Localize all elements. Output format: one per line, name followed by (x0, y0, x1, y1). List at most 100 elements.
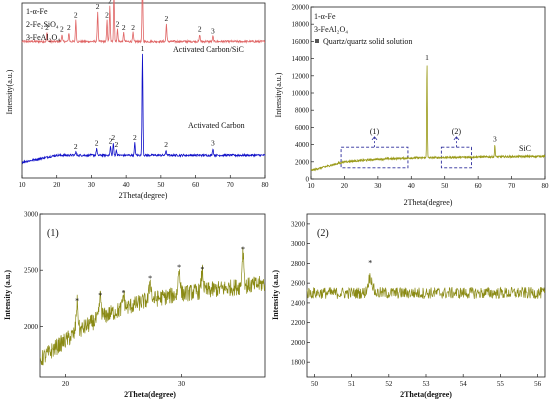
panel-zoom-1-frame (39, 213, 266, 378)
zoom-box-label: (1) (370, 127, 380, 136)
panel-a-frame (21, 2, 266, 179)
panel-zoom-2-x-tick-label: 50 (311, 380, 319, 388)
panel-a-legend-line-3: 3-FeAl₂O₄ (26, 33, 60, 42)
panel-a-x-tick-label: 50 (157, 181, 165, 189)
zoom-box-arrow-icon (453, 136, 460, 141)
panel-b-x-tick-label: 20 (341, 182, 349, 190)
panel-b-x-tick-label: 60 (475, 182, 483, 190)
panel-b-peak-label: 3 (493, 135, 497, 144)
quartz-marker-icon (315, 39, 319, 43)
panel-b-y-tick-label: 16000 (292, 38, 310, 46)
panel-b-legend-line-2: 3-FeAl₂O₄ (314, 25, 348, 34)
panel-a-x-tick-label: 10 (19, 181, 27, 189)
panel-zoom-1-series (39, 247, 266, 366)
panel-a-x-axis-label: 2Theta(degree) (119, 191, 168, 200)
panel-zoom-2-x-tick-label: 54 (460, 380, 468, 388)
panel-b-x-tick-label: 40 (408, 182, 416, 190)
panel-b: 10 20 30 40 50 60 70 80020004000600080001000012… (274, 4, 549, 208)
panel-a-x-tick-label: 30 (88, 181, 96, 189)
panel-a-peak-label: 2 (111, 133, 115, 142)
panel-a-x-tick-label: 70 (227, 181, 235, 189)
panel-a-peak-label: 2 (45, 23, 49, 32)
panel-a-peak-label: 2 (133, 133, 137, 142)
panel-zoom-2-y-tick-label: 3200 (291, 220, 306, 228)
panel-zoom-2-x-tick-label: 56 (534, 380, 542, 388)
panel-b-series-line (310, 65, 546, 172)
peak-marker-star-icon: * (122, 289, 126, 298)
peak-marker-star-icon: * (368, 258, 372, 267)
panel-a-peak-label: 2 (74, 142, 78, 151)
panel-b-x-tick-label: 80 (542, 182, 550, 190)
panel-b-legend-symbol-label: Quartz/quartz solid solution (323, 37, 412, 46)
panel-a-peak-label: 2 (67, 23, 71, 32)
panel-zoom-2-x-tick-label: 52 (385, 380, 393, 388)
peak-marker-star-icon: * (241, 245, 245, 254)
peak-marker-star-icon: * (148, 274, 152, 283)
panel-a-peak-label: 2 (122, 23, 126, 32)
panel-zoom-1-x-tick-label: 20 (62, 380, 70, 388)
panel-a-peak-label: 2 (108, 0, 112, 6)
panel-b-x-axis-label: 2Theta(degree) (404, 198, 453, 207)
panel-a-peak-label: 2 (116, 19, 120, 28)
panel-a-x-tick-label: 80 (262, 181, 270, 189)
panel-zoom-2-x-tick-label: 53 (423, 380, 431, 388)
panel-zoom-1-y-tick-label: 3000 (24, 211, 39, 219)
panel-a-peak-label: 2 (131, 23, 135, 32)
panel-a-peak-label: 3 (211, 138, 215, 147)
panel-a-peak-label: 2 (165, 14, 169, 23)
series-name-activated-carbon: Activated Carbon (188, 121, 245, 130)
panel-zoom-2-y-axis-label: Intensity (a.u.) (271, 270, 280, 320)
panel-b-y-tick-label: 18000 (292, 21, 310, 29)
zoom-box-arrow-icon (371, 136, 378, 141)
panel-a-series-line (21, 0, 266, 44)
panel-b-ticks: 10 20 30 40 50 60 70 80020004000600080001000012… (292, 4, 550, 191)
panel-zoom-2-x-axis-label: 2Theta(degree) (400, 390, 452, 399)
panel-a-peak-labels: 222222222221223222222123 (45, 0, 215, 151)
panel-zoom-1-y-axis-label: Intensity (a.u.) (3, 270, 12, 320)
panel-a-legend-line-1: 1-α-Fe (26, 7, 48, 16)
panel-zoom-2-x-tick-label: 51 (348, 380, 356, 388)
panel-a-x-ticks: 10 20 30 40 50 60 70 80 (19, 175, 270, 189)
panel-zoom-1-series-line (39, 247, 266, 366)
panel-zoom-2-series-line (306, 273, 546, 299)
panel-b-y-axis-label: Intensity(a.u.) (274, 72, 283, 117)
panel-zoom-1-y-tick-label: 2000 (24, 323, 39, 331)
panel-a-x-tick-label: 60 (192, 181, 200, 189)
panel-zoom-2-y-tick-label: 2000 (291, 339, 306, 347)
panel-zoom-1-x-axis-label: 2Theta(degree) (124, 390, 176, 399)
panel-zoom-2-x-tick-label: 55 (497, 380, 505, 388)
panel-a-legend-line-2: 2-Fe₂SiO₄ (26, 20, 59, 29)
panel-b-y-tick-label: 4000 (295, 141, 310, 149)
panel-a-peak-label: 2 (60, 25, 64, 34)
panel-a-peak-label: 2 (95, 138, 99, 147)
panel-b-y-tick-label: 6000 (295, 124, 310, 132)
panel-zoom-2: 50 51 52 53 54 55 56 1800 2000 2200 2400 2600 2800 30… (271, 213, 546, 399)
peak-marker-star-icon: * (200, 265, 204, 274)
panel-a-peak-label: 2 (164, 140, 168, 149)
panel-a-peak-label: 2 (74, 11, 78, 20)
panel-zoom-1-ticks: 20 30 2000 2500 3000 (24, 211, 185, 389)
panel-b-y-tick-label: 10000 (292, 90, 310, 98)
panel-zoom-1-y-tick-label: 2500 (24, 267, 39, 275)
panel-zoom-2-peak-markers: * (368, 258, 372, 267)
panel-b-series (310, 65, 546, 172)
panel-b-series-label: SiC (519, 144, 531, 153)
panel-b-y-tick-label: 0 (306, 176, 310, 184)
panel-zoom-2-y-tick-label: 2200 (291, 319, 306, 327)
peak-marker-star-icon: * (177, 263, 181, 272)
panel-zoom-1: 20 30 2000 2500 3000 * * * * * * * (1) 2Theta(degr… (3, 211, 266, 399)
panel-zoom-2-ticks: 50 51 52 53 54 55 56 1800 2000 2200 2400 2600 2800 30… (291, 220, 542, 388)
panel-b-y-tick-label: 20000 (292, 4, 310, 12)
panel-b-legend-line-1: 1-α-Fe (314, 12, 336, 21)
panel-zoom-2-y-tick-label: 2400 (291, 299, 306, 307)
zoom-box-label: (2) (452, 127, 462, 136)
panel-a-peak-label: 2 (96, 2, 100, 11)
panel-zoom-2-y-tick-label: 3000 (291, 240, 306, 248)
panel-zoom-2-y-tick-label: 2600 (291, 280, 306, 288)
panel-b-x-tick-label: 10 (308, 182, 316, 190)
panel-zoom-2-series (306, 273, 546, 299)
panel-a-x-tick-label: 20 (53, 181, 61, 189)
panel-a-y-axis-label: Intensity(a.u.) (5, 69, 14, 114)
